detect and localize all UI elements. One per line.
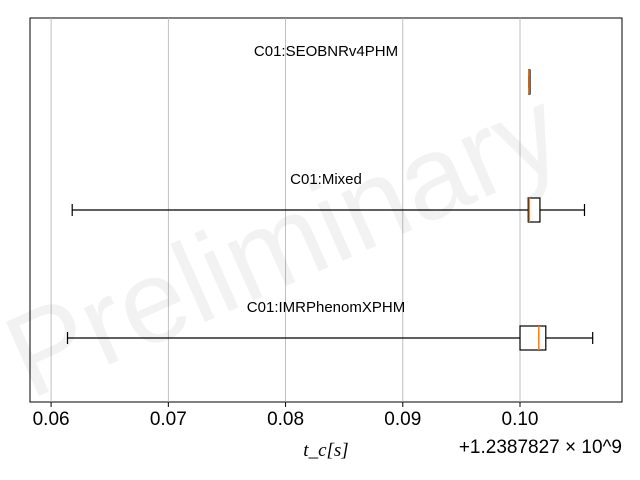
box-series: C01:IMRPhenomXPHM (66, 299, 594, 351)
series-label: C01:Mixed (290, 171, 362, 188)
x-tick-label: 0.08 (267, 409, 304, 430)
x-tick-label: 0.07 (150, 409, 187, 430)
series-label: C01:IMRPhenomXPHM (247, 299, 405, 316)
iqr-box (519, 325, 547, 351)
box-series-group: C01:SEOBNRv4PHM C01:Mixed C01:IMRPhenomXPH… (66, 43, 594, 351)
iqr-box (527, 197, 541, 223)
x-axis-label: t_c[s] (303, 440, 348, 461)
x-axis-offset-label: +1.2387827 × 10^9 (459, 437, 622, 458)
x-tick-label: 0.06 (33, 409, 70, 430)
box-series: C01:Mixed (71, 171, 586, 223)
x-tick-label: 0.10 (502, 409, 539, 430)
x-tick-label: 0.09 (384, 409, 421, 430)
box-series: C01:SEOBNRv4PHM (254, 43, 531, 95)
series-label: C01:SEOBNRv4PHM (254, 43, 398, 60)
x-axis-ticks: 0.06 0.07 0.08 0.09 0.10 (33, 402, 539, 430)
